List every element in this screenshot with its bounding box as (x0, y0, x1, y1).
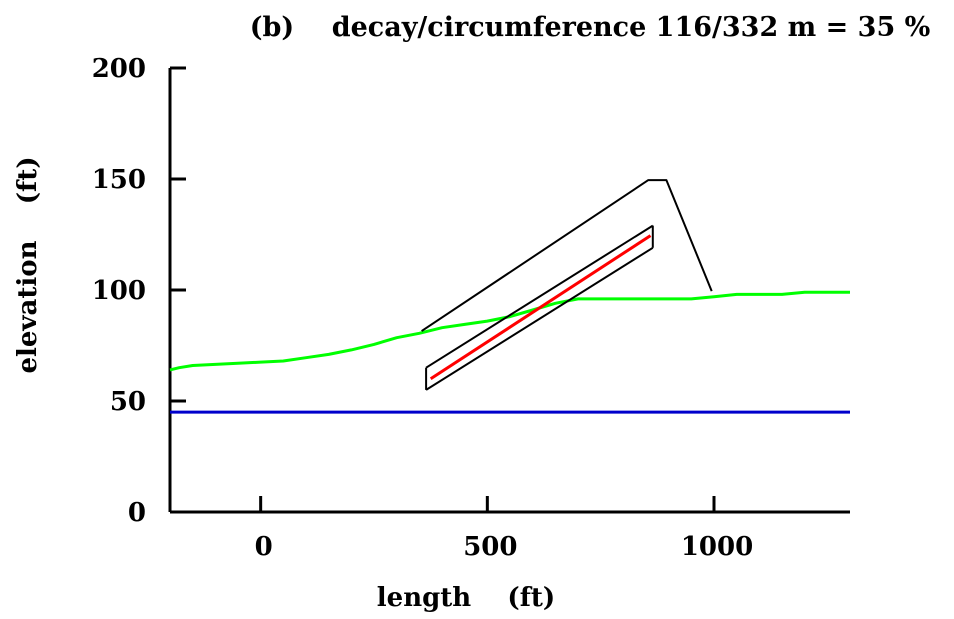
y-tick-label: 50 (110, 387, 146, 417)
x-tick-label: 500 (463, 532, 517, 562)
series-line-8 (429, 234, 652, 381)
y-tick-label: 0 (128, 498, 146, 528)
y-tick-label: 200 (92, 54, 146, 84)
series-line-3 (421, 179, 713, 332)
series-line-4 (425, 246, 654, 391)
x-axis-label: length (ft) (377, 583, 555, 613)
x-tick-label: 0 (255, 532, 273, 562)
y-tick-label: 100 (92, 276, 146, 306)
x-tick-label: 1000 (681, 532, 753, 562)
series-line-1 (169, 290, 850, 372)
y-tick-label: 150 (92, 165, 146, 195)
y-axis-label: elevation (ft) (13, 156, 43, 373)
series-line-5 (425, 224, 654, 369)
chart-title: (b) decay/circumference 116/332 m = 35 % (250, 12, 931, 43)
